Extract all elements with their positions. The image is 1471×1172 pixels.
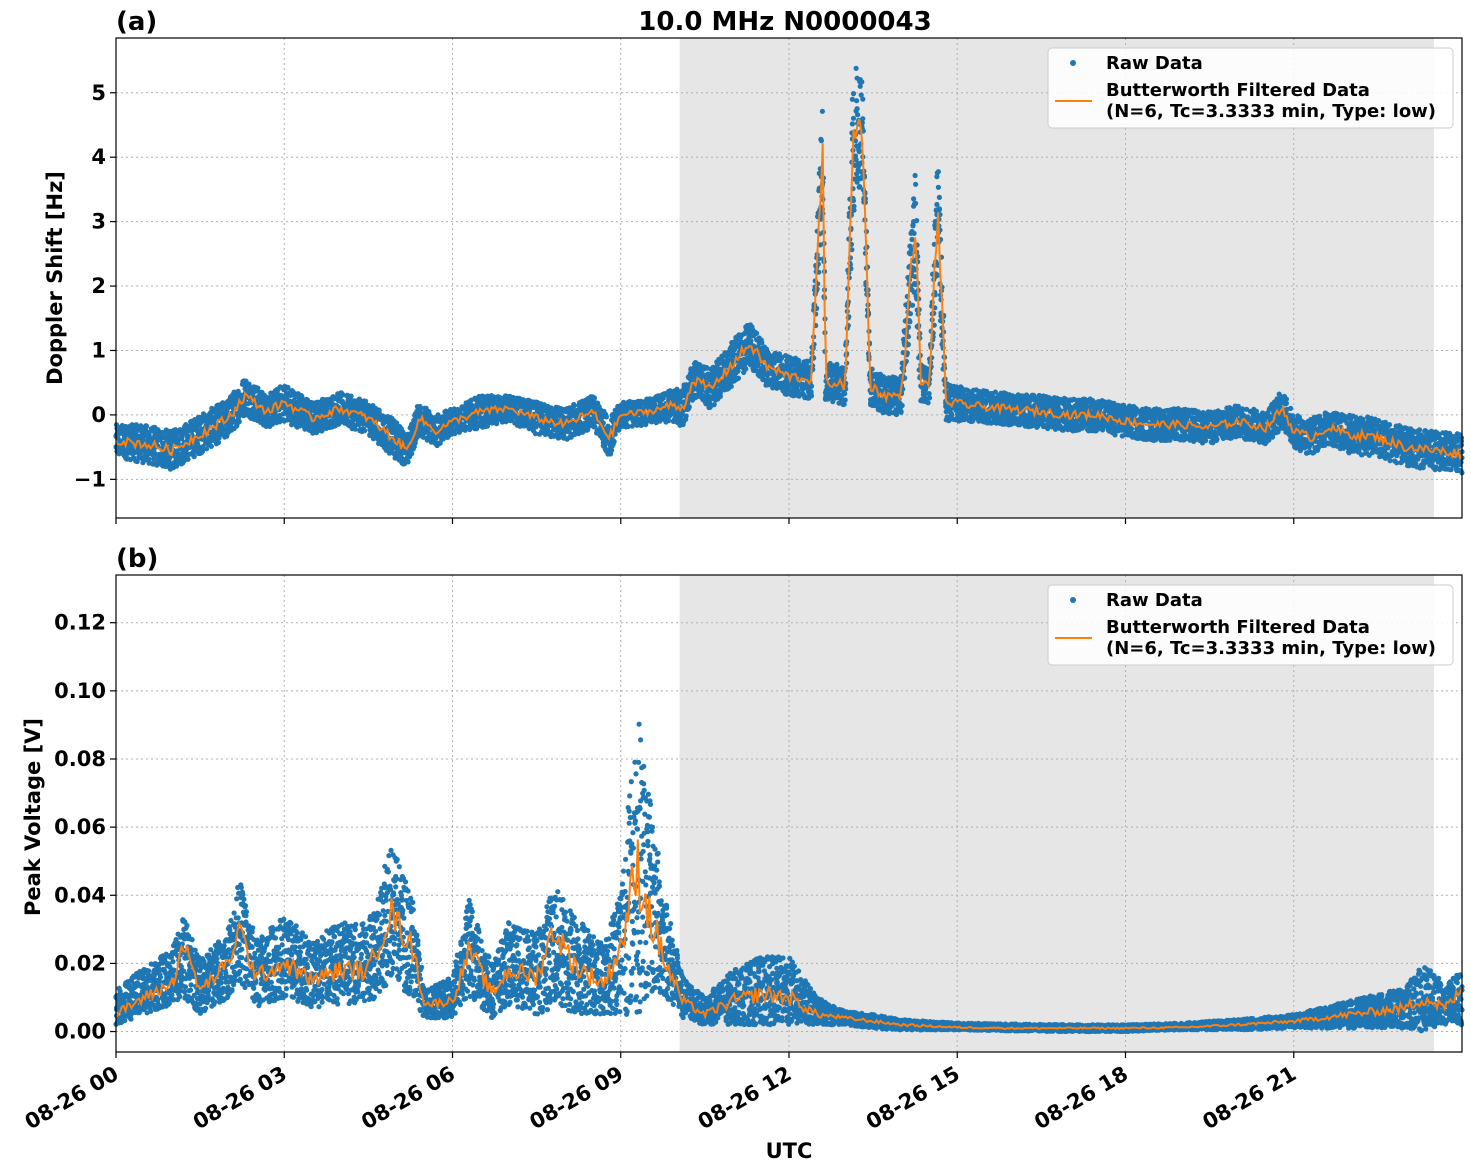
- raw-data-point: [818, 138, 825, 144]
- raw-data-point: [204, 446, 210, 452]
- raw-data-point: [854, 98, 860, 104]
- raw-data-point: [208, 443, 214, 449]
- raw-data-point: [179, 436, 185, 442]
- raw-data-point: [796, 357, 802, 363]
- raw-data-point: [849, 121, 856, 127]
- raw-data-point: [935, 169, 942, 175]
- raw-data-point: [925, 400, 931, 406]
- raw-data-point: [191, 454, 197, 460]
- raw-data-point: [591, 395, 598, 401]
- raw-data-point: [913, 181, 919, 187]
- raw-data-point: [348, 393, 354, 399]
- raw-data-point: [683, 413, 689, 419]
- raw-data-point: [912, 172, 918, 179]
- raw-data-point: [927, 395, 933, 401]
- raw-data-point: [909, 302, 916, 308]
- raw-data-point: [853, 65, 859, 71]
- raw-data-point: [759, 340, 765, 346]
- raw-data-point: [363, 398, 369, 404]
- raw-data-point: [236, 419, 242, 425]
- raw-data-point: [571, 402, 577, 408]
- raw-data-points-a: [113, 65, 1465, 476]
- raw-data-point: [914, 218, 920, 224]
- raw-data-point: [255, 385, 261, 391]
- raw-data-point: [735, 368, 741, 374]
- raw-data-point: [859, 79, 865, 85]
- raw-data-point: [603, 414, 610, 420]
- raw-data-point: [850, 91, 857, 97]
- raw-data-point: [841, 401, 847, 407]
- raw-data-point: [144, 423, 150, 429]
- raw-data-point: [854, 106, 860, 112]
- raw-data-point: [842, 397, 848, 403]
- raw-data-point: [936, 194, 943, 200]
- raw-data-point: [842, 391, 848, 397]
- raw-data-point: [743, 366, 749, 372]
- raw-data-point: [728, 383, 734, 389]
- raw-data-point: [860, 96, 866, 102]
- raw-data-point: [855, 112, 861, 118]
- raw-data-point: [934, 201, 940, 208]
- raw-data-point: [899, 402, 905, 409]
- raw-data-point: [362, 428, 368, 434]
- raw-data-point: [819, 108, 826, 114]
- raw-data-point: [409, 451, 415, 457]
- raw-data-point: [185, 456, 191, 462]
- raw-data-point: [405, 459, 411, 465]
- raw-data-point: [850, 115, 857, 121]
- raw-data-point: [893, 411, 900, 418]
- raw-data-point: [735, 375, 742, 381]
- raw-data-point: [151, 456, 157, 462]
- raw-data-point: [911, 196, 917, 202]
- raw-data-point: [856, 149, 862, 155]
- raw-data-point: [134, 458, 140, 465]
- raw-data-point: [913, 200, 919, 206]
- raw-data-point: [717, 393, 724, 399]
- raw-data-point: [935, 184, 942, 190]
- raw-data-point: [686, 404, 692, 410]
- raw-data-point: [851, 207, 857, 213]
- raw-data-point: [754, 330, 760, 336]
- raw-data-point: [907, 311, 914, 317]
- raw-data-point: [611, 438, 617, 445]
- raw-data-point: [146, 456, 152, 462]
- raw-data-point: [748, 338, 754, 344]
- raw-data-point: [936, 207, 943, 213]
- raw-data-point: [215, 439, 222, 446]
- raw-data-point: [246, 381, 252, 387]
- raw-data-point: [898, 409, 904, 415]
- raw-data-point: [711, 402, 717, 408]
- raw-data-point: [808, 393, 815, 399]
- raw-data-point: [285, 384, 291, 390]
- raw-data-point: [216, 435, 222, 441]
- raw-data-point: [907, 319, 913, 325]
- raw-data-point: [911, 230, 917, 236]
- raw-data-point: [860, 116, 866, 122]
